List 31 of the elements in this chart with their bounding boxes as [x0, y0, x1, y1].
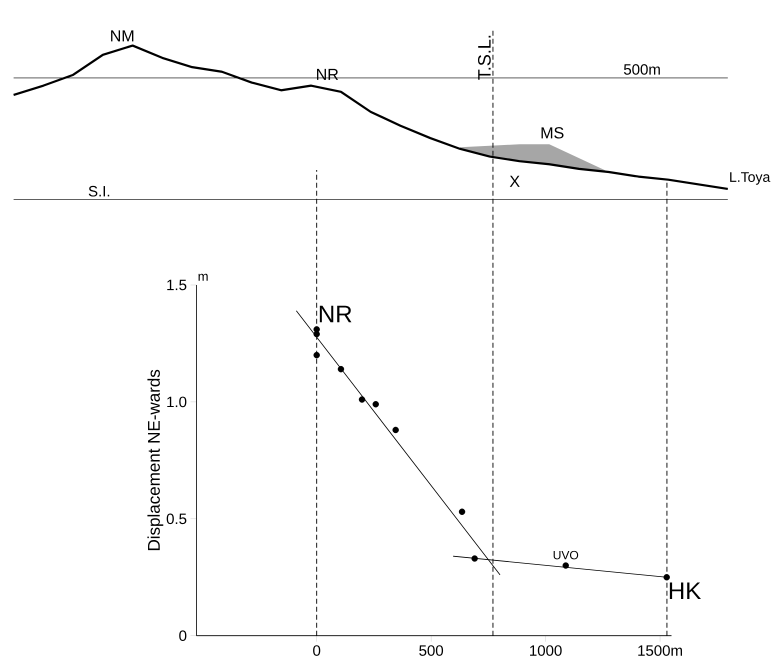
x-tick-label: 0: [313, 645, 320, 656]
point: [392, 426, 399, 434]
point: [358, 396, 366, 403]
annotation: UVO: [554, 550, 578, 560]
point: [562, 562, 569, 569]
text: NM: [111, 30, 134, 42]
annotation: NR: [320, 306, 352, 322]
x-tick-label: 1500m: [638, 645, 682, 656]
point: [372, 401, 379, 408]
ref-line-label: S.I.: [88, 186, 110, 197]
point: [664, 574, 670, 580]
point: [458, 508, 466, 515]
annotation: HK: [670, 582, 701, 599]
text: m: [198, 274, 208, 281]
point: [338, 366, 344, 372]
y-tick-label: 0: [179, 630, 186, 642]
point: [471, 555, 478, 562]
point: [313, 352, 320, 358]
annotation: X: [510, 176, 520, 187]
annotation: NR: [317, 68, 338, 80]
x-tick-label: 1000: [530, 645, 562, 656]
y-tick-label: 1.0: [167, 396, 186, 408]
annotation: MS: [542, 127, 564, 138]
y-tick-label: 1.5: [167, 280, 186, 290]
ref-line-label: 500m: [624, 64, 660, 75]
y-axis-title: Displacement NE-wards: [147, 370, 164, 550]
x-tick-label: 500: [419, 645, 444, 656]
ref-line-label: T.S.L.: [478, 36, 491, 80]
point: [313, 330, 320, 338]
y-tick-label: 0.5: [166, 513, 186, 524]
text: L.Toya: [730, 172, 770, 185]
